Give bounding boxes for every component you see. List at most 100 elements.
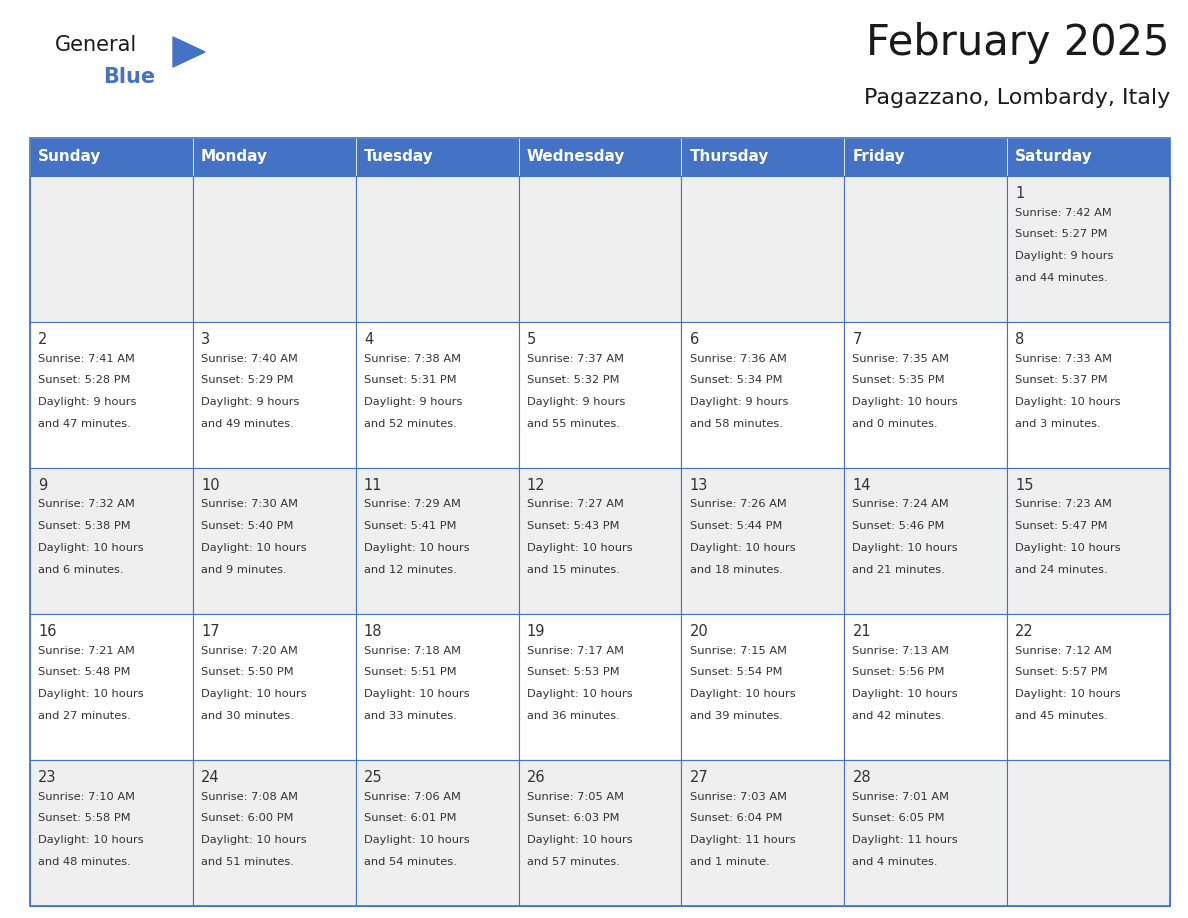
Text: Daylight: 10 hours: Daylight: 10 hours [38, 543, 144, 554]
Text: Sunrise: 7:33 AM: Sunrise: 7:33 AM [1016, 353, 1112, 364]
Text: 5: 5 [526, 332, 536, 347]
Text: Sunrise: 7:08 AM: Sunrise: 7:08 AM [201, 791, 298, 801]
Text: Sunrise: 7:20 AM: Sunrise: 7:20 AM [201, 645, 298, 655]
Text: Saturday: Saturday [1016, 150, 1093, 164]
Bar [845, 138, 1007, 176]
Bar [845, 176, 1007, 322]
Text: Sunrise: 7:05 AM: Sunrise: 7:05 AM [526, 791, 624, 801]
Text: Sunset: 6:04 PM: Sunset: 6:04 PM [689, 813, 782, 823]
Bar [192, 176, 355, 322]
Text: Sunrise: 7:01 AM: Sunrise: 7:01 AM [853, 791, 949, 801]
Text: Sunset: 5:29 PM: Sunset: 5:29 PM [201, 375, 293, 386]
Text: and 45 minutes.: and 45 minutes. [1016, 711, 1108, 721]
Text: Daylight: 10 hours: Daylight: 10 hours [526, 835, 632, 845]
Bar [30, 614, 192, 760]
Text: Sunset: 6:05 PM: Sunset: 6:05 PM [853, 813, 944, 823]
Text: 17: 17 [201, 624, 220, 639]
Text: and 33 minutes.: and 33 minutes. [364, 711, 456, 721]
Text: Sunrise: 7:41 AM: Sunrise: 7:41 AM [38, 353, 135, 364]
Bar [682, 760, 845, 906]
Text: and 36 minutes.: and 36 minutes. [526, 711, 619, 721]
Text: Sunrise: 7:15 AM: Sunrise: 7:15 AM [689, 645, 786, 655]
Bar [519, 468, 682, 614]
Text: Daylight: 11 hours: Daylight: 11 hours [689, 835, 795, 845]
Text: Sunset: 5:34 PM: Sunset: 5:34 PM [689, 375, 782, 386]
Text: and 18 minutes.: and 18 minutes. [689, 565, 783, 575]
Text: and 1 minute.: and 1 minute. [689, 856, 770, 867]
Bar [30, 176, 192, 322]
Bar [30, 138, 192, 176]
Text: Monday: Monday [201, 150, 268, 164]
Text: Daylight: 10 hours: Daylight: 10 hours [201, 543, 307, 554]
Text: and 52 minutes.: and 52 minutes. [364, 419, 456, 429]
Bar [192, 468, 355, 614]
Text: and 9 minutes.: and 9 minutes. [201, 565, 286, 575]
Bar [192, 760, 355, 906]
Text: Daylight: 10 hours: Daylight: 10 hours [853, 689, 958, 700]
Bar [1007, 138, 1170, 176]
Text: Sunrise: 7:10 AM: Sunrise: 7:10 AM [38, 791, 135, 801]
Text: 28: 28 [853, 770, 871, 785]
Text: 13: 13 [689, 478, 708, 493]
Bar [355, 468, 519, 614]
Text: Sunset: 5:51 PM: Sunset: 5:51 PM [364, 667, 456, 677]
Text: Sunrise: 7:06 AM: Sunrise: 7:06 AM [364, 791, 461, 801]
Text: February 2025: February 2025 [866, 22, 1170, 64]
Text: Sunset: 5:27 PM: Sunset: 5:27 PM [1016, 230, 1107, 240]
Text: Daylight: 10 hours: Daylight: 10 hours [1016, 543, 1121, 554]
Bar [1007, 322, 1170, 468]
Bar [30, 760, 192, 906]
Text: Sunset: 5:37 PM: Sunset: 5:37 PM [1016, 375, 1108, 386]
Text: Sunrise: 7:29 AM: Sunrise: 7:29 AM [364, 499, 461, 509]
Text: Sunrise: 7:23 AM: Sunrise: 7:23 AM [1016, 499, 1112, 509]
Text: Sunset: 5:53 PM: Sunset: 5:53 PM [526, 667, 619, 677]
Bar [192, 138, 355, 176]
Bar [355, 138, 519, 176]
Bar [30, 138, 1170, 906]
Text: 8: 8 [1016, 332, 1024, 347]
Text: Daylight: 9 hours: Daylight: 9 hours [201, 397, 299, 407]
Text: 16: 16 [38, 624, 57, 639]
Text: Sunset: 5:44 PM: Sunset: 5:44 PM [689, 521, 782, 532]
Text: Sunrise: 7:32 AM: Sunrise: 7:32 AM [38, 499, 135, 509]
Text: 7: 7 [853, 332, 861, 347]
Bar [30, 322, 192, 468]
Text: 4: 4 [364, 332, 373, 347]
Text: Sunrise: 7:03 AM: Sunrise: 7:03 AM [689, 791, 786, 801]
Text: 9: 9 [38, 478, 48, 493]
Text: Daylight: 10 hours: Daylight: 10 hours [38, 689, 144, 700]
Text: 27: 27 [689, 770, 708, 785]
Text: Sunset: 5:56 PM: Sunset: 5:56 PM [853, 667, 944, 677]
Text: and 51 minutes.: and 51 minutes. [201, 856, 293, 867]
Text: Daylight: 10 hours: Daylight: 10 hours [526, 689, 632, 700]
Bar [519, 176, 682, 322]
Text: Daylight: 10 hours: Daylight: 10 hours [201, 689, 307, 700]
Polygon shape [173, 37, 206, 67]
Bar [355, 322, 519, 468]
Text: and 47 minutes.: and 47 minutes. [38, 419, 131, 429]
Bar [845, 322, 1007, 468]
Bar [682, 138, 845, 176]
Text: 6: 6 [689, 332, 699, 347]
Text: Sunset: 5:38 PM: Sunset: 5:38 PM [38, 521, 131, 532]
Text: 1: 1 [1016, 186, 1024, 201]
Text: Sunrise: 7:40 AM: Sunrise: 7:40 AM [201, 353, 298, 364]
Text: Daylight: 10 hours: Daylight: 10 hours [526, 543, 632, 554]
Text: 3: 3 [201, 332, 210, 347]
Bar [682, 614, 845, 760]
Text: and 42 minutes.: and 42 minutes. [853, 711, 944, 721]
Text: 11: 11 [364, 478, 383, 493]
Text: and 54 minutes.: and 54 minutes. [364, 856, 456, 867]
Text: Friday: Friday [853, 150, 905, 164]
Bar [519, 322, 682, 468]
Text: and 24 minutes.: and 24 minutes. [1016, 565, 1108, 575]
Text: Blue: Blue [103, 67, 156, 87]
Bar [682, 322, 845, 468]
Bar [845, 760, 1007, 906]
Text: Thursday: Thursday [689, 150, 769, 164]
Text: Daylight: 10 hours: Daylight: 10 hours [364, 543, 469, 554]
Text: Sunrise: 7:24 AM: Sunrise: 7:24 AM [853, 499, 949, 509]
Text: and 0 minutes.: and 0 minutes. [853, 419, 939, 429]
Text: and 44 minutes.: and 44 minutes. [1016, 273, 1108, 283]
Text: Sunset: 6:01 PM: Sunset: 6:01 PM [364, 813, 456, 823]
